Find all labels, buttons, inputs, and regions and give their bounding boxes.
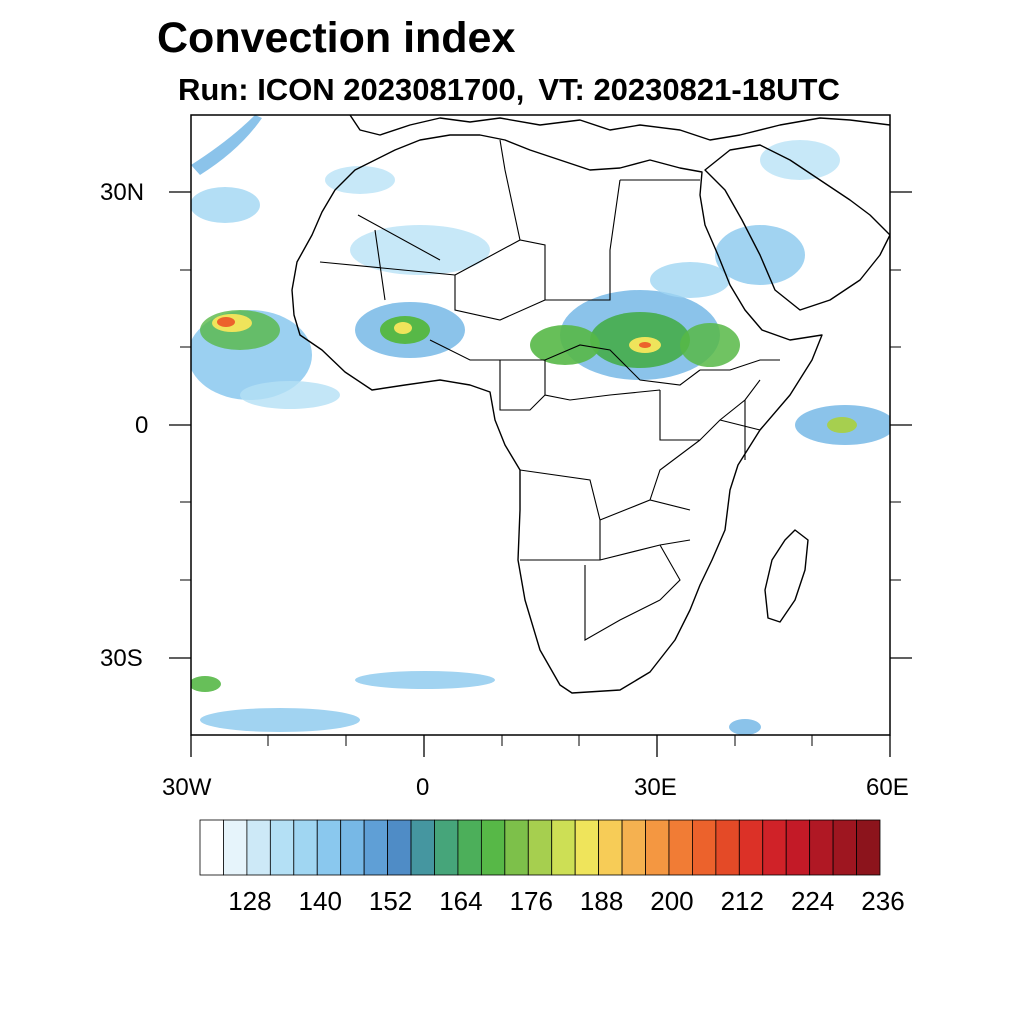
lat-label-30s: 30S xyxy=(100,645,143,672)
colorbar-box-21 xyxy=(692,819,717,876)
colorbar-box-10 xyxy=(434,819,459,876)
colorbar-tick-label: 188 xyxy=(579,886,624,916)
colorbar-box-1 xyxy=(223,819,248,876)
africa-coastline xyxy=(291,134,823,694)
colorbar-box-22 xyxy=(715,819,740,876)
colorbar-tick-label: 176 xyxy=(509,886,553,916)
colorbar-box-23 xyxy=(738,819,764,876)
field-sahel-west-peak xyxy=(394,322,412,334)
lon-label-30e: 30E xyxy=(634,774,677,801)
field-sudan-max xyxy=(639,342,651,348)
colorbar-box-26 xyxy=(809,819,834,876)
colorbar-box-5 xyxy=(316,819,342,876)
colorbar-box-13 xyxy=(504,819,529,876)
run-label: Run: ICON 2023081700, xyxy=(178,72,525,107)
field-coast-cloud xyxy=(325,166,395,194)
colorbar-box-11 xyxy=(457,819,482,876)
colorbar-box-14 xyxy=(527,819,553,876)
border-north-africa xyxy=(319,139,700,321)
lon-label-60e: 60E xyxy=(866,774,909,801)
colorbar-box-25 xyxy=(785,819,811,876)
field-indian-ocean-core xyxy=(827,417,857,433)
lon-label-0: 0 xyxy=(416,774,430,801)
colorbar-box-12 xyxy=(480,819,506,876)
colorbar-box-7 xyxy=(363,819,388,876)
valid-time-label: VT: 20230821-18UTC xyxy=(538,72,840,107)
europe-coastline xyxy=(349,115,890,141)
axis-minor-ticks xyxy=(180,269,901,746)
colorbar-box-0 xyxy=(199,819,224,876)
field-ethiopia-core xyxy=(680,323,740,367)
colorbar-box-4 xyxy=(293,819,318,876)
colorbar-box-9 xyxy=(410,819,435,876)
country-borders xyxy=(319,139,780,641)
colorbar-box-19 xyxy=(645,819,670,876)
field-chad-core xyxy=(530,325,600,365)
field-south-atlantic-band xyxy=(355,671,495,689)
axis-ticks xyxy=(169,191,912,757)
colorbar-box-3 xyxy=(269,819,295,876)
colorbar-box-17 xyxy=(598,819,623,876)
colorbar-box-24 xyxy=(762,819,787,876)
field-atlantic-max xyxy=(217,317,235,327)
colorbar-tick-label: 212 xyxy=(720,886,764,916)
field-sahara-cloud xyxy=(350,225,490,275)
colorbar xyxy=(199,819,881,876)
colorbar-box-6 xyxy=(340,819,365,876)
field-nw-cloud xyxy=(191,187,260,223)
colorbar-box-15 xyxy=(551,819,576,876)
arabia-coastline xyxy=(704,144,890,311)
colorbar-tick-label: 224 xyxy=(790,886,835,916)
field-sahel-east-cloud xyxy=(650,262,730,298)
colorbar-tick-label: 200 xyxy=(650,886,694,916)
run-subtitle: Run: ICON 2023081700, VT: 20230821-18UTC xyxy=(178,72,840,108)
field-southwest-patch xyxy=(191,676,221,692)
border-southern-africa xyxy=(519,439,701,641)
madagascar-coastline xyxy=(764,529,809,623)
border-horn xyxy=(700,359,780,460)
colorbar-box-28 xyxy=(856,819,881,876)
colorbar-box-20 xyxy=(668,819,693,876)
colorbar-box-27 xyxy=(832,819,857,876)
map-frame xyxy=(190,114,891,736)
field-southwest-band xyxy=(200,708,360,732)
border-central-africa xyxy=(429,339,761,441)
field-south-patch xyxy=(729,719,761,735)
coastlines xyxy=(291,115,890,694)
colorbar-tick-label: 236 xyxy=(861,886,905,916)
colorbar-tick-label: 128 xyxy=(228,886,272,916)
colorbar-tick-label: 152 xyxy=(368,886,413,916)
field-nw-band xyxy=(191,115,262,175)
colorbar-box-18 xyxy=(621,819,646,876)
lat-label-0: 0 xyxy=(135,412,149,439)
page-title: Convection index xyxy=(157,14,516,62)
field-levant-cloud xyxy=(760,140,840,180)
colorbar-box-8 xyxy=(387,819,412,876)
convection-field xyxy=(191,115,890,735)
field-atlantic-tail xyxy=(240,381,340,409)
colorbar-tick-label: 140 xyxy=(298,886,342,916)
colorbar-box-16 xyxy=(574,819,600,876)
colorbar-tick-label: 164 xyxy=(439,886,483,916)
colorbar-box-2 xyxy=(246,819,271,876)
lon-label-30w: 30W xyxy=(162,774,212,801)
lat-label-30n: 30N xyxy=(100,179,145,206)
